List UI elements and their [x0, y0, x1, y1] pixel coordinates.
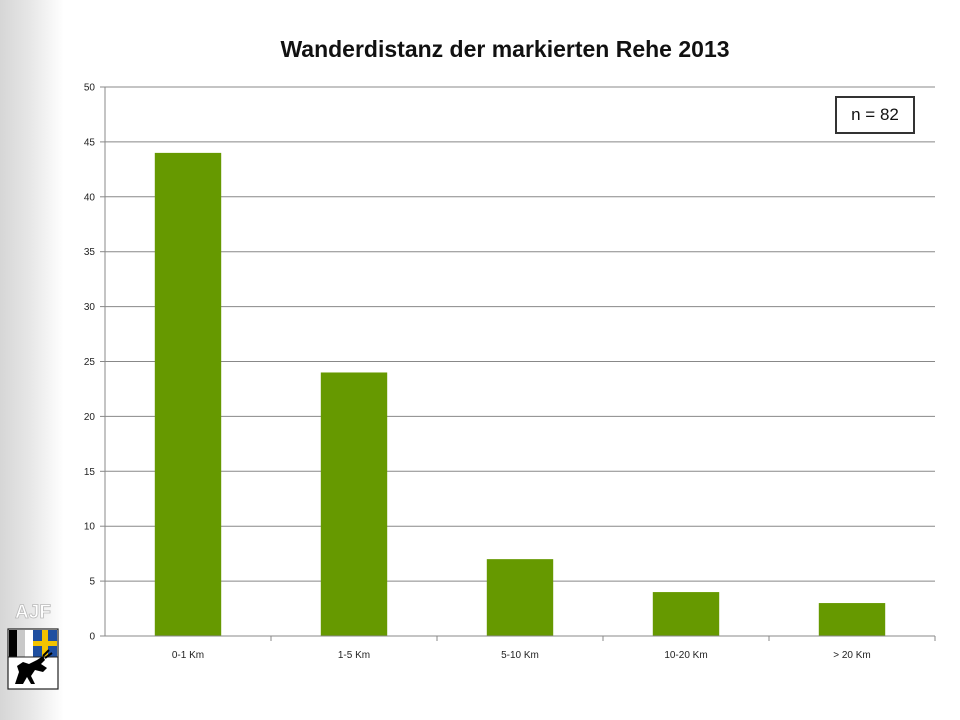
y-tick-label: 5 [89, 577, 95, 588]
y-tick-label: 45 [84, 137, 96, 148]
y-tick-label: 10 [84, 522, 96, 533]
chart-title: Wanderdistanz der markierten Rehe 2013 [280, 36, 730, 62]
grid-layer [105, 86, 935, 582]
coat-of-arms-icon [7, 628, 59, 690]
ajf-logo: AJF [7, 602, 59, 690]
bar [818, 603, 886, 636]
y-tick-label: 30 [84, 302, 96, 313]
y-tick-label: 50 [84, 83, 96, 94]
x-tick-label: 0-1 Km [172, 650, 204, 661]
logo-text: AJF [15, 602, 51, 623]
y-tick-label: 25 [84, 357, 96, 368]
bar [652, 592, 720, 636]
bar [154, 152, 222, 636]
y-tick-label: 40 [84, 192, 96, 203]
labels-layer: 0 5 10 15 20 25 30 35 40 45 50 0-1 Km 1-5 Km 5-10 Km 1… [84, 83, 871, 662]
bar [320, 372, 388, 636]
x-tick-label: 5-10 Km [501, 650, 539, 661]
bars-layer [154, 152, 886, 636]
sample-size-annotation: n = 82 [835, 96, 915, 134]
x-tick-label: > 20 Km [833, 650, 871, 661]
y-tick-label: 20 [84, 412, 96, 423]
side-gradient-band [0, 0, 64, 720]
axes-layer [100, 86, 936, 641]
bar [486, 559, 554, 636]
x-tick-label: 10-20 Km [664, 650, 707, 661]
x-tick-label: 1-5 Km [338, 650, 370, 661]
y-tick-label: 35 [84, 247, 96, 258]
y-tick-label: 0 [89, 632, 95, 643]
y-tick-label: 15 [84, 467, 96, 478]
